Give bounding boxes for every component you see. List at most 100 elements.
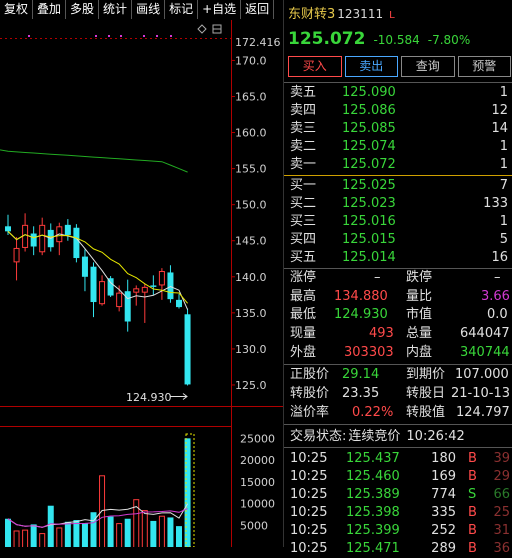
candle-body: [90, 266, 97, 303]
volume-bar: [13, 530, 20, 547]
ask-label: 卖五: [290, 85, 317, 100]
collapse-icon[interactable]: [212, 24, 222, 34]
signal-dot: [120, 35, 122, 37]
bid-row[interactable]: 买三 125.016 1: [288, 213, 510, 231]
total-volume-label: 总量: [406, 326, 433, 341]
ask-label: 卖一: [290, 157, 317, 172]
draw-line-button[interactable]: 画线: [132, 0, 166, 19]
volume-bar: [90, 512, 97, 547]
ask-volume: 14: [491, 121, 508, 136]
security-header: 东财转3 123111 L: [288, 3, 395, 22]
tick-side: S: [468, 487, 477, 502]
tick-volume: 169: [431, 469, 456, 484]
tick-volume: 289: [431, 541, 456, 556]
volume-bar: [47, 505, 54, 547]
ask-price: 125.085: [342, 121, 396, 136]
ask-label: 卖二: [290, 139, 317, 154]
conversion-date-label: 转股日: [406, 386, 446, 401]
settings-icon[interactable]: [197, 24, 207, 34]
candle-body: [158, 271, 165, 286]
signal-dot: [95, 35, 97, 37]
bid-row[interactable]: 买四 125.015 5: [288, 231, 510, 249]
mark-button[interactable]: 标记: [165, 0, 199, 19]
candle-body: [30, 233, 37, 247]
ask-price: 125.072: [342, 157, 396, 172]
volume-bar: [64, 521, 71, 547]
back-button[interactable]: 返回: [241, 0, 275, 19]
bid-row[interactable]: 买一 125.025 7: [288, 177, 510, 195]
limit-down-label: 跌停: [406, 270, 433, 285]
bid-label: 买四: [290, 232, 317, 247]
bid-volume: 16: [491, 250, 508, 265]
volume-bar: [150, 520, 157, 547]
low-label: 最低: [290, 307, 317, 322]
bid-row[interactable]: 买二 125.023 133: [288, 195, 510, 213]
add-watchlist-button[interactable]: +自选: [198, 0, 242, 19]
price-change: -10.584: [373, 33, 420, 47]
price-axis-label: 155.0: [235, 163, 267, 176]
limit-up-value: –: [374, 270, 381, 285]
multi-stock-button[interactable]: 多股: [66, 0, 100, 19]
tick-volume: 252: [431, 523, 456, 538]
signal-dot: [143, 35, 145, 37]
overlay-button[interactable]: 叠加: [33, 0, 67, 19]
volume-axis-label: 20000: [240, 454, 275, 467]
ask-price: 125.086: [342, 103, 396, 118]
tick-time: 10:25: [290, 451, 328, 466]
tick-volume: 335: [431, 505, 456, 520]
volume-axis-label: 5000: [240, 519, 268, 532]
inner-volume-label: 内盘: [406, 345, 433, 360]
tick-row: 10:25 125.437 180 B 39: [288, 450, 510, 468]
price-axis-label: 135.0: [235, 307, 267, 320]
bid-volume: 1: [499, 214, 508, 229]
candle-body: [99, 281, 106, 305]
volume-bar: [176, 526, 182, 547]
trade-status: 交易状态: 连续竞价 10:26:42: [290, 428, 465, 446]
bid-label: 买二: [290, 196, 317, 211]
candle-body: [167, 272, 174, 300]
volume-bar: [141, 510, 148, 547]
volume-axis-label: 10000: [240, 498, 275, 511]
maturity-price-value: 107.000: [455, 367, 509, 382]
sell-button[interactable]: 卖出: [344, 56, 398, 77]
ask-row[interactable]: 卖三 125.085 14: [288, 120, 510, 138]
tick-time: 10:25: [290, 541, 328, 556]
candle-body: [116, 292, 123, 308]
spread-divider: [284, 175, 512, 176]
inner-volume-value: 340744: [460, 345, 510, 360]
tick-count: 25: [493, 505, 510, 520]
ask-row[interactable]: 卖五 125.090 1: [288, 84, 510, 102]
volume-ratio-label: 量比: [406, 289, 433, 304]
candle-body: [22, 224, 29, 248]
query-button[interactable]: 查询: [401, 56, 455, 77]
restore-rights-button[interactable]: 复权: [0, 0, 34, 19]
conversion-value-value: 124.797: [456, 405, 510, 420]
volume-bar: [133, 499, 140, 547]
volume-bar: [124, 518, 131, 547]
ask-row[interactable]: 卖一 125.072 1: [288, 156, 510, 174]
total-volume-value: 644047: [460, 326, 510, 341]
volume-axis-label: 25000: [240, 432, 275, 445]
buy-button[interactable]: 买入: [288, 56, 342, 77]
bid-volume: 7: [499, 178, 508, 193]
tick-price: 125.460: [346, 469, 400, 484]
trade-status-value: 连续竞价: [348, 429, 401, 444]
volume-bar: [167, 517, 174, 547]
kline-chart[interactable]: 172.416 170.0 165.0 160.0 155.0 150.0 145.0 140…: [0, 20, 283, 547]
security-name: 东财转3: [288, 7, 336, 22]
signal-dot: [156, 35, 158, 37]
bid-price: 125.016: [342, 214, 396, 229]
ask-label: 卖四: [290, 103, 317, 118]
bid-row[interactable]: 买五 125.014 16: [288, 249, 510, 267]
alert-button[interactable]: 预警: [457, 56, 511, 77]
volume-bar: [116, 523, 123, 547]
ask-row[interactable]: 卖二 125.074 1: [288, 138, 510, 156]
volume-ma-long-line: [7, 508, 188, 528]
market-value-value: 0.0: [487, 307, 508, 322]
security-code: 123111: [337, 7, 384, 21]
ask-row[interactable]: 卖四 125.086 12: [288, 102, 510, 120]
statistics-button[interactable]: 统计: [99, 0, 133, 19]
price-change-pct: -7.80%: [427, 33, 471, 47]
ask-volume: 1: [499, 85, 508, 100]
current-volume-box: [185, 433, 195, 547]
